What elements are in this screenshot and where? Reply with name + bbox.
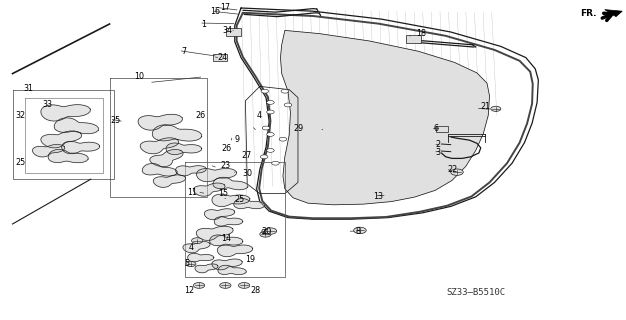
- Circle shape: [264, 228, 277, 234]
- Circle shape: [186, 261, 196, 267]
- Polygon shape: [140, 138, 179, 154]
- Circle shape: [262, 126, 270, 130]
- Polygon shape: [138, 114, 182, 130]
- Text: 4: 4: [189, 244, 194, 252]
- Circle shape: [192, 238, 203, 244]
- Polygon shape: [605, 10, 622, 17]
- Polygon shape: [213, 177, 248, 190]
- Polygon shape: [188, 253, 214, 262]
- Text: 15: 15: [218, 189, 228, 198]
- Circle shape: [220, 283, 231, 288]
- Polygon shape: [196, 226, 233, 240]
- Text: 20: 20: [262, 228, 272, 236]
- Polygon shape: [212, 194, 250, 206]
- Polygon shape: [217, 245, 253, 257]
- Text: o: o: [260, 227, 265, 236]
- Text: FR.: FR.: [580, 9, 597, 18]
- Text: 7: 7: [182, 47, 187, 56]
- Text: 30: 30: [243, 169, 253, 178]
- Polygon shape: [41, 105, 90, 121]
- Text: 25: 25: [16, 158, 26, 167]
- Polygon shape: [197, 169, 237, 182]
- Text: 12: 12: [184, 286, 194, 295]
- Circle shape: [267, 132, 274, 136]
- Polygon shape: [195, 264, 218, 273]
- Text: 34: 34: [222, 26, 232, 35]
- Polygon shape: [210, 235, 243, 246]
- Polygon shape: [166, 143, 202, 155]
- Polygon shape: [212, 259, 242, 270]
- Text: SZ33–B5510C: SZ33–B5510C: [446, 288, 505, 297]
- Text: 4: 4: [257, 111, 262, 120]
- Polygon shape: [54, 118, 98, 134]
- Polygon shape: [205, 209, 235, 220]
- Polygon shape: [33, 144, 65, 157]
- Text: 24: 24: [218, 53, 228, 62]
- FancyBboxPatch shape: [436, 126, 448, 132]
- Text: 14: 14: [222, 234, 232, 243]
- Polygon shape: [152, 125, 202, 141]
- Text: 28: 28: [250, 286, 260, 295]
- Text: 2: 2: [435, 140, 440, 149]
- Polygon shape: [175, 166, 206, 176]
- FancyBboxPatch shape: [406, 35, 421, 43]
- Text: 9: 9: [234, 135, 239, 144]
- Circle shape: [451, 169, 463, 175]
- Polygon shape: [48, 149, 88, 163]
- Text: 13: 13: [373, 192, 383, 201]
- Text: 18: 18: [416, 29, 426, 38]
- Polygon shape: [183, 242, 210, 253]
- Text: 25: 25: [111, 116, 121, 124]
- Circle shape: [267, 110, 274, 114]
- Circle shape: [267, 100, 274, 104]
- Polygon shape: [150, 149, 183, 167]
- Text: 31: 31: [24, 84, 34, 93]
- Text: 21: 21: [481, 102, 491, 111]
- Circle shape: [284, 103, 292, 107]
- Text: 27: 27: [241, 151, 251, 160]
- Text: 16: 16: [210, 7, 220, 16]
- Circle shape: [260, 231, 271, 237]
- FancyBboxPatch shape: [226, 28, 241, 36]
- Text: 6: 6: [433, 124, 438, 133]
- Text: 26: 26: [222, 144, 232, 153]
- Text: 3: 3: [435, 148, 440, 156]
- Polygon shape: [218, 265, 246, 275]
- Text: 5: 5: [184, 259, 189, 268]
- Circle shape: [354, 227, 366, 234]
- Polygon shape: [41, 131, 82, 148]
- Text: 19: 19: [245, 255, 255, 264]
- Circle shape: [279, 137, 287, 141]
- Text: 25: 25: [235, 195, 245, 204]
- Text: 10: 10: [134, 72, 144, 81]
- Circle shape: [239, 283, 250, 288]
- Text: 29: 29: [293, 124, 303, 132]
- Polygon shape: [214, 217, 243, 226]
- Text: 33: 33: [43, 100, 53, 109]
- Text: 26: 26: [195, 111, 205, 120]
- Circle shape: [272, 161, 279, 165]
- Text: 17: 17: [220, 3, 230, 12]
- Polygon shape: [193, 183, 225, 196]
- Polygon shape: [233, 199, 264, 209]
- Circle shape: [261, 89, 269, 93]
- Text: 32: 32: [16, 111, 26, 120]
- Text: 22: 22: [448, 165, 458, 174]
- Polygon shape: [62, 141, 100, 154]
- Text: 11: 11: [187, 188, 197, 197]
- Circle shape: [281, 89, 289, 93]
- Circle shape: [491, 106, 501, 111]
- FancyBboxPatch shape: [213, 54, 227, 61]
- Text: 23: 23: [220, 161, 230, 170]
- Polygon shape: [153, 175, 186, 187]
- Text: 1: 1: [202, 20, 207, 28]
- Text: 8: 8: [356, 228, 361, 236]
- Polygon shape: [280, 30, 490, 205]
- Circle shape: [260, 155, 268, 159]
- Circle shape: [193, 283, 205, 288]
- Circle shape: [267, 148, 274, 152]
- Polygon shape: [142, 164, 177, 176]
